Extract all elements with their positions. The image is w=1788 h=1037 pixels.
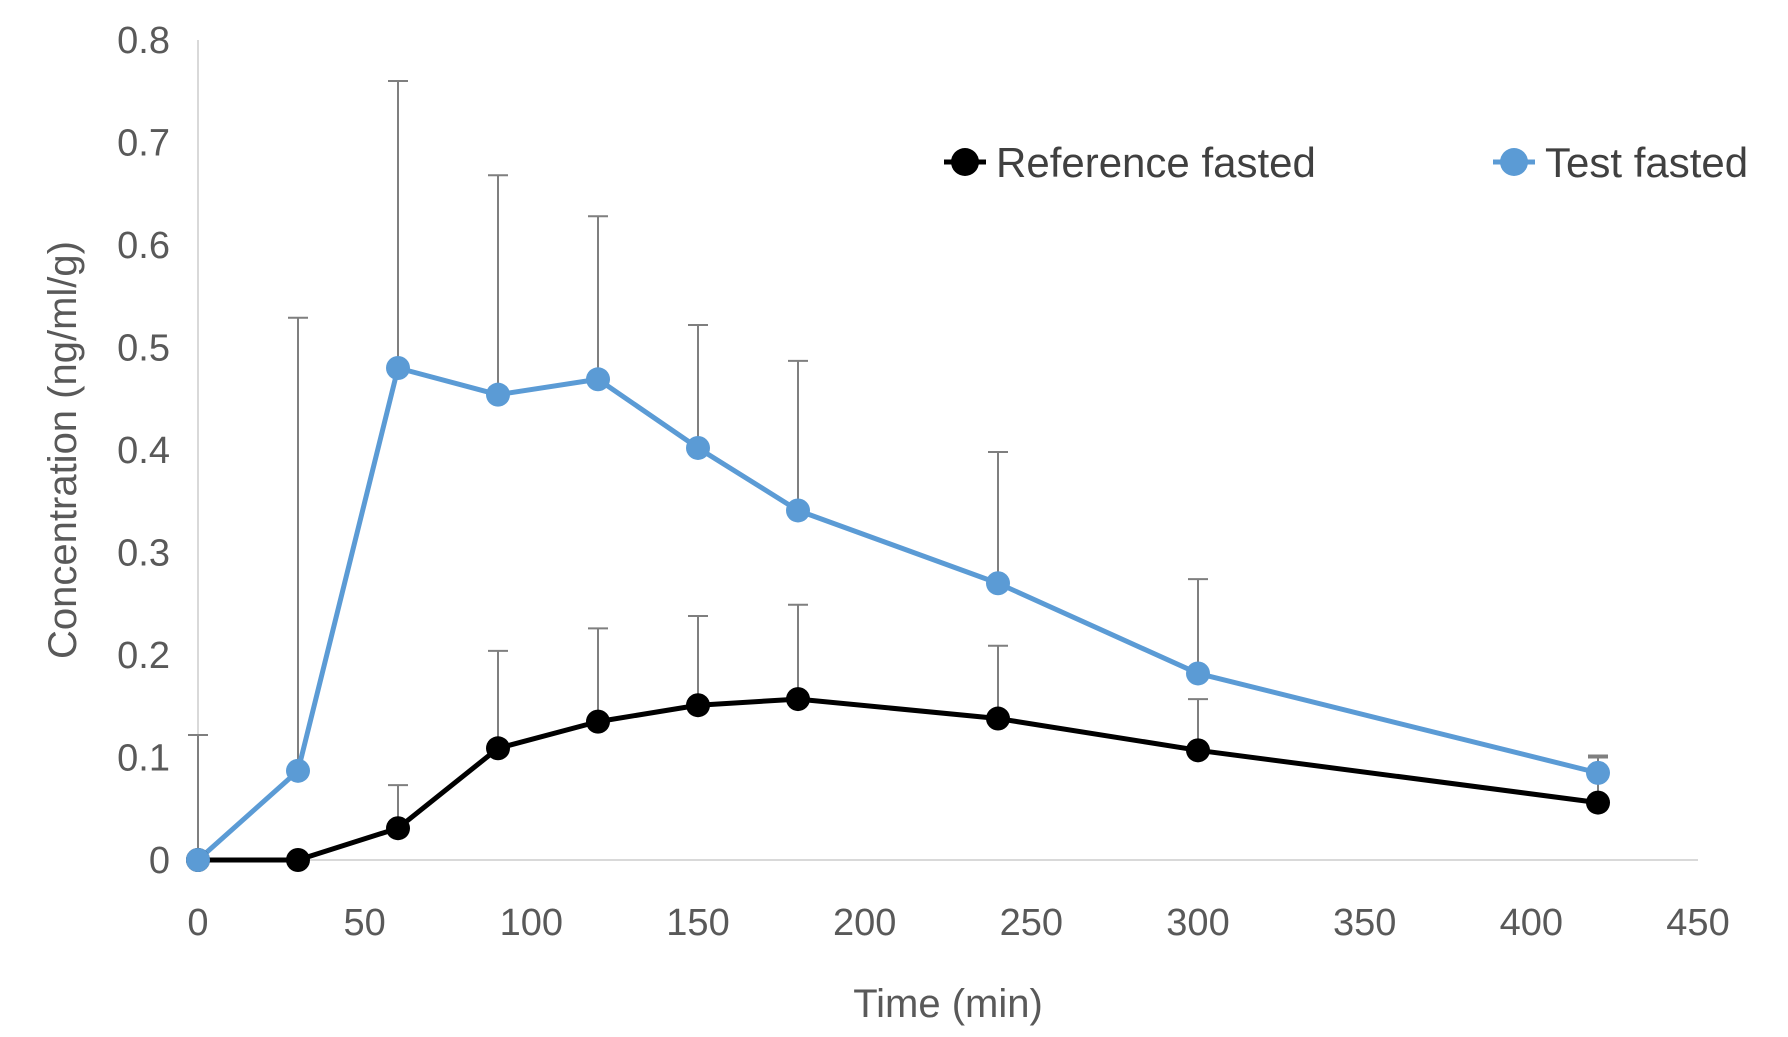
data-point-reference[interactable] [386,816,410,841]
data-point-test[interactable] [1586,760,1610,785]
data-point-test[interactable] [486,382,510,407]
x-tick-label: 300 [1166,902,1229,944]
series-line-test [196,365,1599,862]
legend-label-test: Test fasted [1545,139,1748,186]
x-tick-label: 150 [666,902,729,944]
series-lines [196,365,1599,863]
data-point-test[interactable] [186,848,210,872]
legend-item-test[interactable]: Test fasted [1493,139,1748,186]
y-axis-title: Concentration (ng/ml/g) [41,241,85,659]
data-point-test[interactable] [386,356,410,380]
y-tick-label: 0.6 [117,225,170,267]
x-tick-labels: 0 50 100 150 200 250 300 350 400 450 [187,902,1729,944]
series-line-reference [198,696,1599,863]
y-tick-label: 0 [149,840,170,882]
legend-marker-test [1500,148,1528,176]
y-tick-label: 0.5 [117,328,170,370]
error-bars [188,80,1608,860]
y-tick-label: 0.1 [117,738,170,780]
y-tick-label: 0.2 [117,635,170,677]
x-tick-label: 100 [500,902,563,944]
data-point-reference[interactable] [1186,738,1210,763]
legend: Reference fasted Test fasted [944,139,1748,186]
legend-marker-reference [951,148,979,176]
data-point-reference[interactable] [486,736,510,761]
data-point-test[interactable] [786,498,810,523]
legend-item-reference[interactable]: Reference fasted [944,139,1316,186]
data-point-reference[interactable] [986,706,1010,731]
x-tick-label: 250 [1000,902,1063,944]
x-tick-label: 200 [833,902,896,944]
data-point-reference[interactable] [1586,790,1610,815]
data-point-reference[interactable] [786,687,810,712]
data-point-test[interactable] [586,367,610,392]
x-tick-label: 400 [1500,902,1563,944]
data-point-test[interactable] [686,435,710,460]
series-points [186,356,1610,872]
y-tick-label: 0.7 [117,123,170,165]
x-tick-label: 0 [187,902,208,944]
data-point-test[interactable] [1186,661,1210,686]
data-point-reference[interactable] [586,709,610,734]
axes [197,40,1698,861]
legend-label-reference: Reference fasted [996,139,1316,186]
data-point-test[interactable] [286,758,310,783]
data-point-test[interactable] [986,571,1010,596]
y-tick-labels: 0 0.1 0.2 0.3 0.4 0.5 0.6 0.7 0.8 [117,20,170,882]
x-tick-label: 450 [1666,902,1729,944]
x-tick-label: 50 [344,902,386,944]
data-point-reference[interactable] [686,693,710,718]
y-tick-label: 0.4 [117,430,170,472]
x-axis-title: Time (min) [853,982,1043,1026]
data-point-reference[interactable] [286,848,310,872]
x-tick-label: 350 [1333,902,1396,944]
y-tick-label: 0.8 [117,20,170,62]
y-tick-label: 0.3 [117,533,170,575]
